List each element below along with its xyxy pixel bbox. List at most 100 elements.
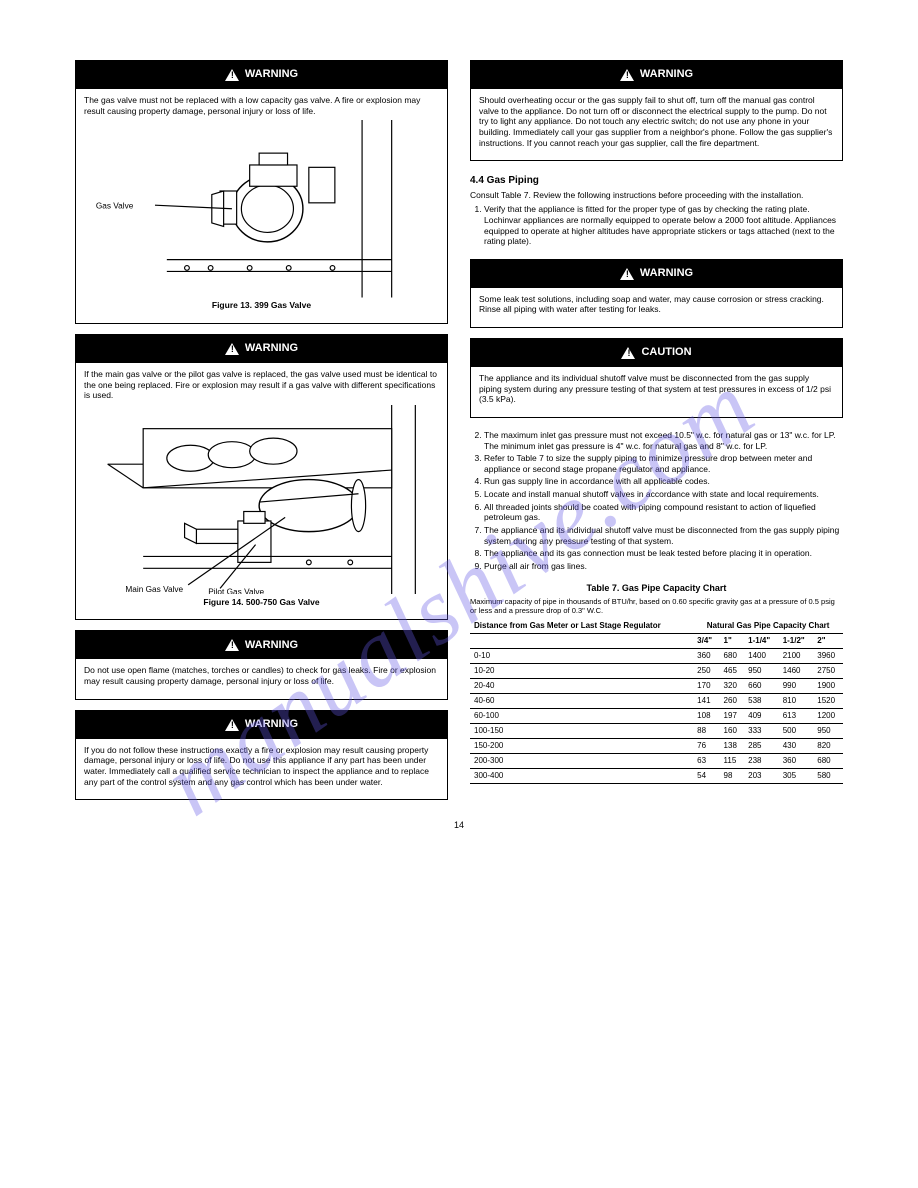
gas-pipe-capacity-table: Distance from Gas Meter or Last Stage Re… bbox=[470, 619, 843, 784]
section-4-4-heading: 4.4 Gas Piping bbox=[470, 175, 843, 188]
table-row: 150-20076138285430820 bbox=[470, 739, 843, 754]
caution-box-1: CAUTION The appliance and its individual… bbox=[470, 338, 843, 418]
caution-text-1: The appliance and its individual shutoff… bbox=[479, 373, 834, 405]
table-cell: 2750 bbox=[813, 664, 843, 679]
warning-box-3: WARNING Do not use open flame (matches, … bbox=[75, 630, 448, 699]
figure-13-caption: Figure 13. 399 Gas Valve bbox=[84, 300, 439, 311]
table-cell: 10-20 bbox=[470, 664, 693, 679]
list-item: The appliance and its gas connection mus… bbox=[484, 548, 843, 559]
warning-header-1: WARNING bbox=[76, 61, 447, 89]
table-head-row: Distance from Gas Meter or Last Stage Re… bbox=[470, 619, 843, 634]
table-cell: 500 bbox=[779, 724, 814, 739]
right-column: WARNING Should overheating occur or the … bbox=[470, 60, 843, 800]
table-cell: 538 bbox=[744, 694, 779, 709]
table-row: 200-30063115238360680 bbox=[470, 754, 843, 769]
warning-header-4: WARNING bbox=[76, 711, 447, 739]
table-cell: 580 bbox=[813, 769, 843, 784]
warning-icon bbox=[620, 69, 634, 81]
table-row: 20-401703206609901900 bbox=[470, 679, 843, 694]
table-cell: 250 bbox=[693, 664, 719, 679]
table-cell: 1900 bbox=[813, 679, 843, 694]
table-cell: 465 bbox=[720, 664, 745, 679]
list-item: Locate and install manual shutoff valves… bbox=[484, 489, 843, 500]
table-head-cell: 2" bbox=[813, 634, 843, 649]
table-head-row: 3/4" 1" 1-1/4" 1-1/2" 2" bbox=[470, 634, 843, 649]
table-7-subtitle: Maximum capacity of pipe in thousands of… bbox=[470, 597, 843, 616]
table-cell: 950 bbox=[744, 664, 779, 679]
table-cell: 1400 bbox=[744, 649, 779, 664]
table-7-title: Table 7. Gas Pipe Capacity Chart bbox=[470, 583, 843, 594]
warning-box-1: WARNING The gas valve must not be replac… bbox=[75, 60, 448, 324]
table-cell: 238 bbox=[744, 754, 779, 769]
table-cell: 76 bbox=[693, 739, 719, 754]
table-cell: 0-10 bbox=[470, 649, 693, 664]
table-cell: 300-400 bbox=[470, 769, 693, 784]
table-row: 40-601412605388101520 bbox=[470, 694, 843, 709]
table-cell: 1200 bbox=[813, 709, 843, 724]
warning-box-6: WARNING Some leak test solutions, includ… bbox=[470, 259, 843, 328]
warning-icon bbox=[225, 343, 239, 355]
table-cell: 88 bbox=[693, 724, 719, 739]
left-column: WARNING The gas valve must not be replac… bbox=[75, 60, 448, 800]
table-cell: 820 bbox=[813, 739, 843, 754]
figure-14-caption: Figure 14. 500-750 Gas Valve bbox=[84, 597, 439, 608]
figure-14-diagram: Main Gas Valve Pilot Gas Valve bbox=[84, 405, 439, 594]
pilot-valve-callout: Pilot Gas Valve bbox=[208, 587, 264, 594]
table-cell: 320 bbox=[720, 679, 745, 694]
table-head-cell: 1-1/2" bbox=[779, 634, 814, 649]
table-cell: 333 bbox=[744, 724, 779, 739]
table-cell: 20-40 bbox=[470, 679, 693, 694]
warning-label: WARNING bbox=[640, 267, 693, 281]
main-valve-callout: Main Gas Valve bbox=[125, 585, 183, 594]
table-cell: 150-200 bbox=[470, 739, 693, 754]
table-cell: 613 bbox=[779, 709, 814, 724]
list-item: Purge all air from gas lines. bbox=[484, 561, 843, 572]
warning-text-3: Do not use open flame (matches, torches … bbox=[84, 665, 439, 686]
table-cell: 430 bbox=[779, 739, 814, 754]
warning-label: WARNING bbox=[245, 342, 298, 356]
table-cell: 54 bbox=[693, 769, 719, 784]
table-head-cell bbox=[470, 634, 693, 649]
table-cell: 680 bbox=[813, 754, 843, 769]
table-head-cell: Natural Gas Pipe Capacity Chart bbox=[693, 619, 843, 634]
table-cell: 197 bbox=[720, 709, 745, 724]
section-4-4-list-b: The maximum inlet gas pressure must not … bbox=[470, 430, 843, 574]
warning-box-5: WARNING Should overheating occur or the … bbox=[470, 60, 843, 161]
table-cell: 170 bbox=[693, 679, 719, 694]
warning-icon bbox=[225, 69, 239, 81]
warning-box-2: WARNING If the main gas valve or the pil… bbox=[75, 334, 448, 620]
warning-label: WARNING bbox=[640, 68, 693, 82]
table-head-cell: 3/4" bbox=[693, 634, 719, 649]
warning-header-6: WARNING bbox=[471, 260, 842, 288]
table-cell: 990 bbox=[779, 679, 814, 694]
page-content: WARNING The gas valve must not be replac… bbox=[0, 0, 918, 871]
table-cell: 141 bbox=[693, 694, 719, 709]
page-number: 14 bbox=[75, 820, 843, 831]
table-body: 0-1036068014002100396010-202504659501460… bbox=[470, 649, 843, 784]
table-cell: 115 bbox=[720, 754, 745, 769]
table-cell: 285 bbox=[744, 739, 779, 754]
table-row: 100-15088160333500950 bbox=[470, 724, 843, 739]
warning-label: WARNING bbox=[245, 718, 298, 732]
table-cell: 680 bbox=[720, 649, 745, 664]
caution-label: CAUTION bbox=[641, 346, 691, 360]
table-cell: 108 bbox=[693, 709, 719, 724]
table-cell: 3960 bbox=[813, 649, 843, 664]
table-cell: 305 bbox=[779, 769, 814, 784]
table-cell: 260 bbox=[720, 694, 745, 709]
table-row: 0-10360680140021003960 bbox=[470, 649, 843, 664]
warning-label: WARNING bbox=[245, 639, 298, 653]
table-cell: 40-60 bbox=[470, 694, 693, 709]
table-cell: 1520 bbox=[813, 694, 843, 709]
table-cell: 810 bbox=[779, 694, 814, 709]
warning-text-5: Should overheating occur or the gas supp… bbox=[479, 95, 834, 148]
list-item: All threaded joints should be coated wit… bbox=[484, 502, 843, 523]
table-cell: 63 bbox=[693, 754, 719, 769]
figure-13-diagram: Gas Valve bbox=[84, 120, 439, 298]
table-cell: 60-100 bbox=[470, 709, 693, 724]
warning-label: WARNING bbox=[245, 68, 298, 82]
table-row: 300-4005498203305580 bbox=[470, 769, 843, 784]
warning-header-3: WARNING bbox=[76, 631, 447, 659]
table-head-cell: 1-1/4" bbox=[744, 634, 779, 649]
warning-text-2: If the main gas valve or the pilot gas v… bbox=[84, 369, 439, 401]
